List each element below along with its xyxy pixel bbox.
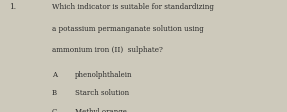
Text: A: A [52,70,57,78]
Text: Starch solution: Starch solution [75,88,129,96]
Text: 1.: 1. [9,3,15,11]
Text: a potassium permanganate solution using: a potassium permanganate solution using [52,25,203,33]
Text: B: B [52,88,57,96]
Text: Which indicator is suitable for standardizing: Which indicator is suitable for standard… [52,3,214,11]
Text: Methyl orange: Methyl orange [75,107,127,112]
Text: phenolphthalein: phenolphthalein [75,70,132,78]
Text: C: C [52,107,57,112]
Text: ammonium iron (II)  sulphate?: ammonium iron (II) sulphate? [52,46,162,54]
